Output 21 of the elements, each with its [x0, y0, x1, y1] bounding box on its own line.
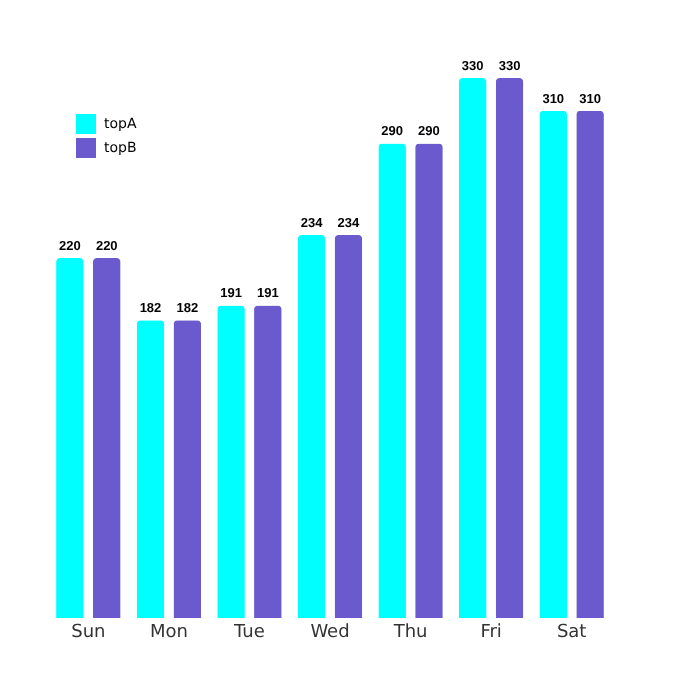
bar: [56, 258, 84, 618]
bar: [217, 305, 245, 618]
x-tick-label: Sat: [556, 623, 588, 643]
bar: [539, 110, 568, 618]
bar: [415, 143, 443, 618]
bar: [334, 235, 363, 618]
x-tick-label: Tue: [232, 623, 266, 643]
bar: [92, 258, 121, 618]
x-tick-label: Thu: [391, 623, 428, 643]
bar: [378, 143, 406, 618]
x-tick-label: Mon: [149, 623, 188, 643]
x-tick-label: Fri: [480, 623, 502, 643]
bar: [173, 320, 202, 618]
bar: [254, 305, 282, 618]
bar: [495, 78, 524, 618]
bar: [297, 235, 326, 618]
x-tick-label: Wed: [310, 623, 350, 643]
bar: [576, 110, 604, 618]
bar: [458, 78, 487, 618]
x-tick-label: Sun: [71, 623, 106, 643]
bar: [136, 320, 165, 618]
